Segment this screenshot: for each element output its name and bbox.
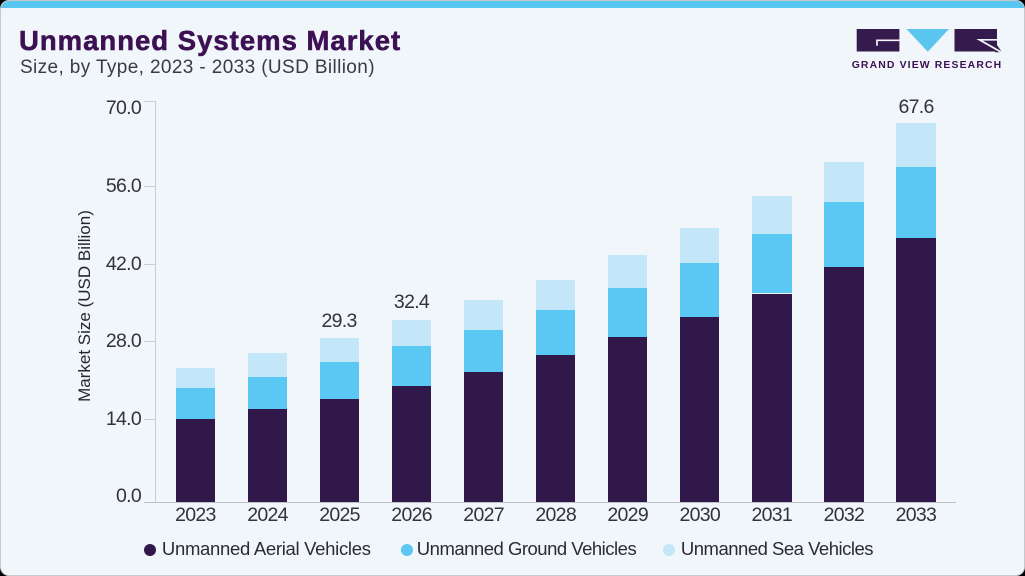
svg-text:GRAND VIEW RESEARCH: GRAND VIEW RESEARCH xyxy=(852,60,1003,71)
